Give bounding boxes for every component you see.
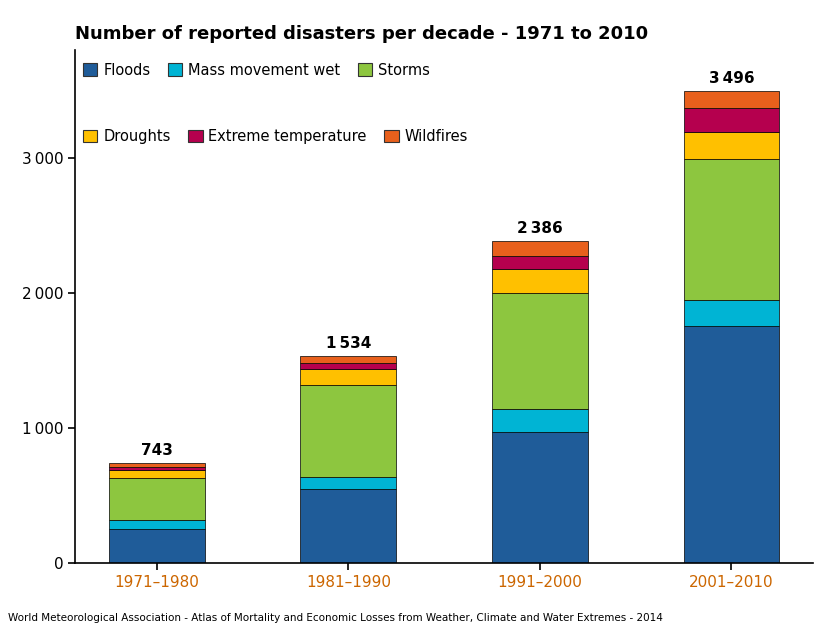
Bar xyxy=(301,363,396,369)
Text: 2 386: 2 386 xyxy=(517,221,563,235)
Bar xyxy=(492,432,587,563)
Bar xyxy=(684,131,779,158)
Text: World Meteorological Association - Atlas of Mortality and Economic Losses from W: World Meteorological Association - Atlas… xyxy=(8,613,663,623)
Bar xyxy=(684,91,779,108)
Bar xyxy=(109,470,204,478)
Bar xyxy=(492,269,587,293)
Bar xyxy=(301,477,396,490)
Text: Number of reported disasters per decade - 1971 to 2010: Number of reported disasters per decade … xyxy=(75,25,649,43)
Bar xyxy=(109,467,204,470)
Bar xyxy=(301,386,396,477)
Text: 1 534: 1 534 xyxy=(326,336,371,351)
Bar xyxy=(301,356,396,363)
Bar xyxy=(684,326,779,563)
Bar xyxy=(492,293,587,409)
Bar xyxy=(109,478,204,520)
Legend: Droughts, Extreme temperature, Wildfires: Droughts, Extreme temperature, Wildfires xyxy=(83,129,468,144)
Bar xyxy=(684,300,779,326)
Bar xyxy=(684,108,779,131)
Text: 743: 743 xyxy=(141,443,173,458)
Bar xyxy=(301,369,396,386)
Bar xyxy=(492,409,587,432)
Bar xyxy=(684,158,779,300)
Bar xyxy=(109,520,204,528)
Bar xyxy=(109,463,204,467)
Bar xyxy=(301,490,396,563)
Bar xyxy=(109,528,204,563)
Bar xyxy=(492,241,587,256)
Bar xyxy=(492,256,587,269)
Text: 3 496: 3 496 xyxy=(709,71,754,86)
